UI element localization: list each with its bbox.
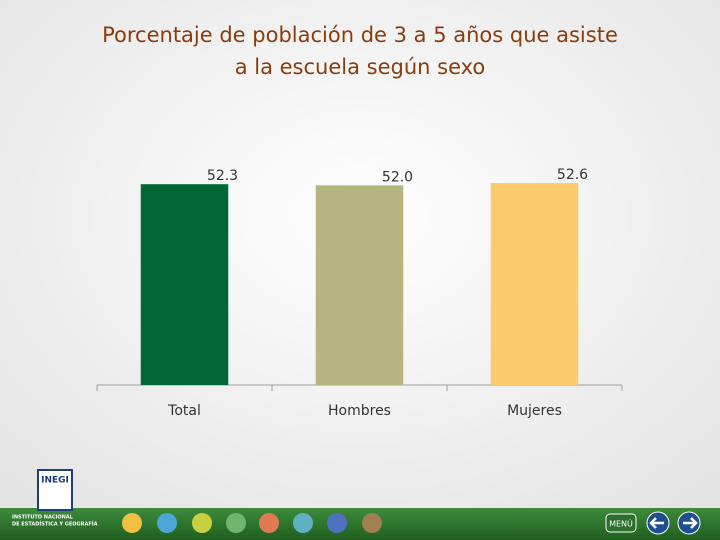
bar — [140, 184, 229, 385]
x-tick-label: Mujeres — [507, 403, 562, 419]
value-label: 52.6 — [557, 167, 588, 183]
value-label: 52.3 — [207, 168, 238, 184]
nav-icon[interactable] — [327, 513, 347, 533]
institute-name: DE ESTADÍSTICA Y GEOGRAFÍA — [12, 520, 98, 528]
nav-icon[interactable] — [226, 513, 246, 533]
footer: INEGI INSTITUTO NACIONAL DE ESTADÍSTICA … — [0, 469, 720, 540]
plot: 52.3 Total 52.0 Hombres 52.6 Mujeres — [96, 167, 623, 419]
chart-title: a la escuela según sexo — [235, 55, 486, 79]
prev-arrow — [649, 517, 664, 529]
nav-icon[interactable] — [157, 513, 177, 533]
x-tick-label: Hombres — [328, 403, 391, 419]
logo-box — [37, 469, 73, 511]
nav-icons — [122, 513, 382, 533]
chart-title: Porcentaje de población de 3 a 5 años qu… — [102, 23, 618, 47]
nav-icon[interactable] — [192, 513, 212, 533]
next-arrow — [683, 517, 698, 529]
menu-label: MENÚ — [609, 518, 633, 529]
footer-bar — [0, 508, 720, 540]
x-tick-label: Total — [167, 403, 201, 419]
bar — [490, 183, 579, 385]
value-label: 52.0 — [382, 169, 413, 185]
menu-button[interactable] — [605, 513, 637, 533]
nav-icon[interactable] — [362, 513, 382, 533]
nav-icon[interactable] — [293, 513, 313, 533]
nav-icon[interactable] — [259, 513, 279, 533]
logo-text: INEGI — [41, 476, 69, 486]
bar — [315, 185, 404, 385]
institute-name: INSTITUTO NACIONAL — [12, 515, 74, 521]
nav-icon[interactable] — [122, 513, 142, 533]
